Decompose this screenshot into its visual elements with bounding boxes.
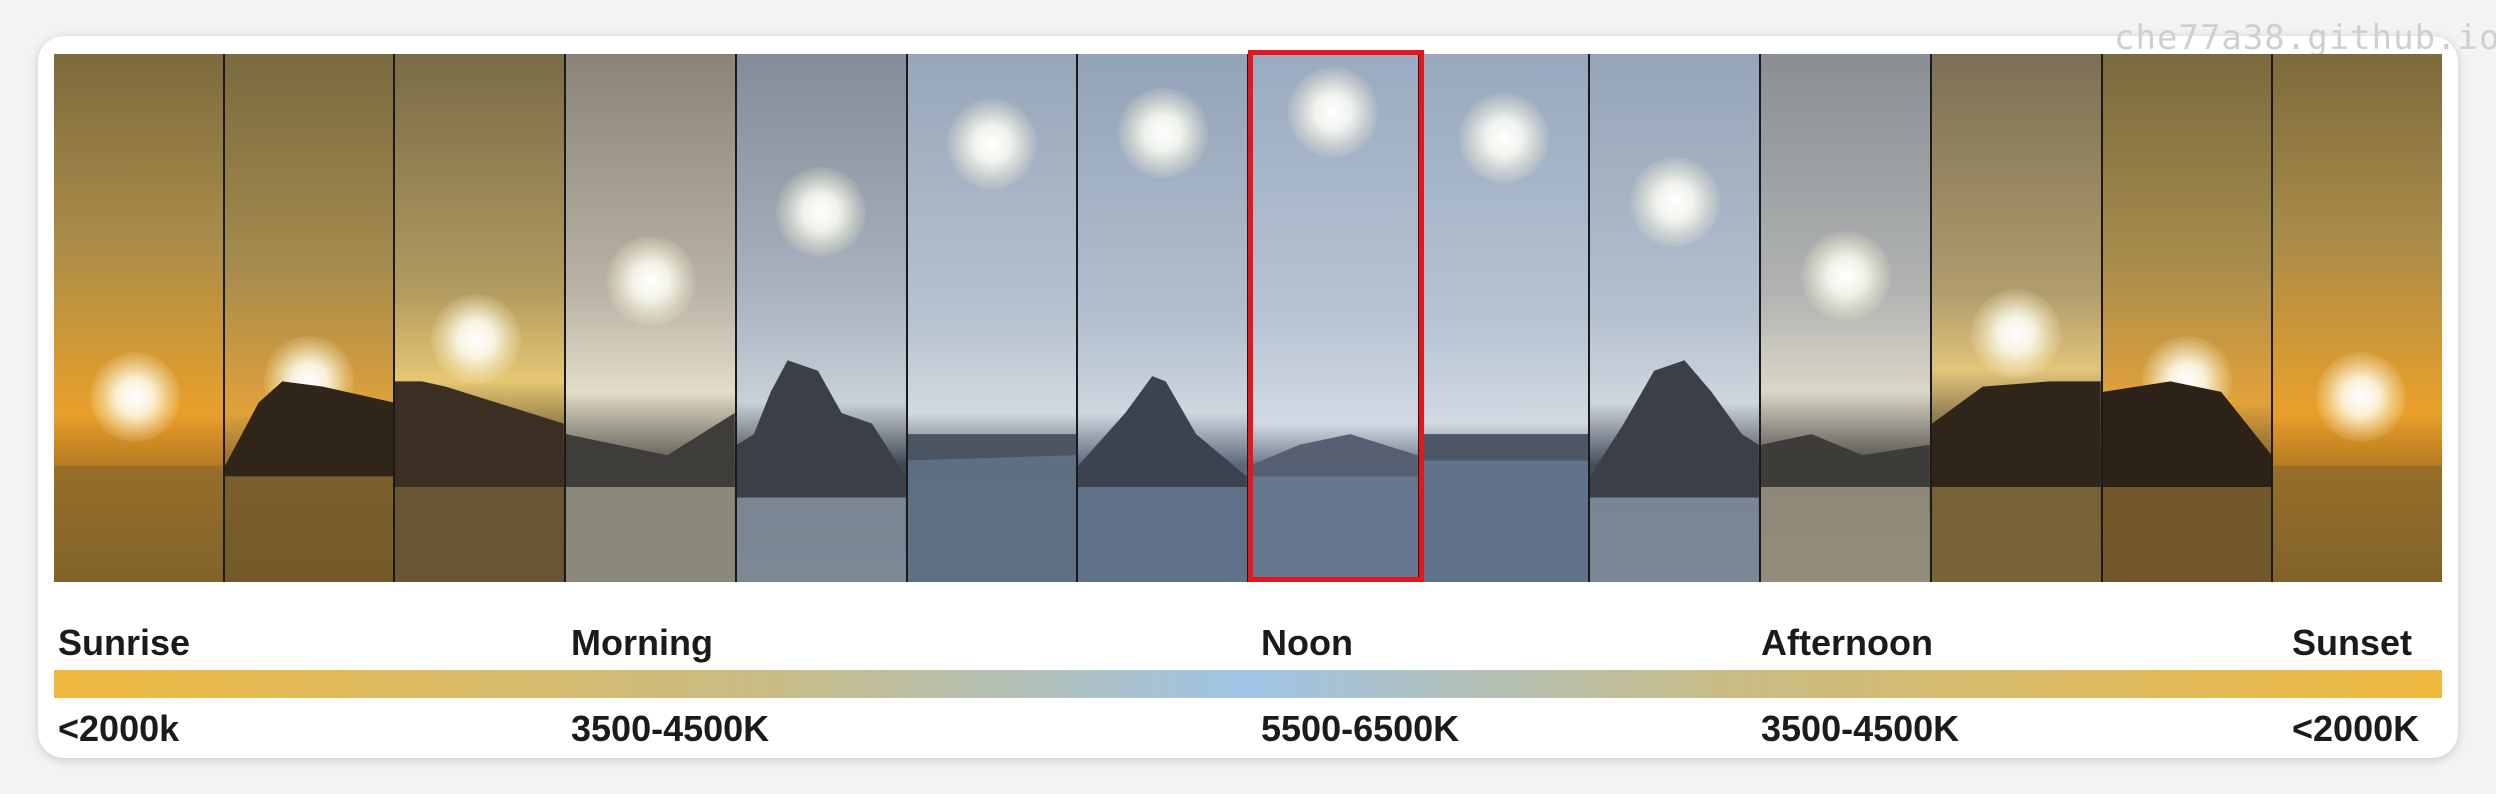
sky-panel-strip [54, 54, 2442, 582]
time-label-afternoon: Afternoon [1761, 622, 1933, 663]
sky-panel [1931, 54, 2103, 582]
temp-label-afternoon: 3500-4500K [1761, 708, 1960, 749]
temp-label-sunrise: <2000k [58, 708, 180, 749]
sky-panel [1590, 54, 1762, 582]
temp-label-morning: 3500-4500K [571, 708, 770, 749]
time-label-sunset: Sunset [2292, 622, 2413, 663]
sky-panel [736, 54, 908, 582]
time-label-morning: Morning [571, 622, 713, 663]
sky-panel [2102, 54, 2274, 582]
sky-panel [224, 54, 396, 582]
sky-panel [2273, 54, 2442, 582]
time-label-sunrise: Sunrise [58, 622, 191, 663]
color-temperature-gradient-bar [54, 670, 2442, 698]
noon-highlight-box [1248, 50, 1424, 582]
temp-label-noon: 5500-6500K [1261, 708, 1460, 749]
sky-panel [907, 54, 1079, 582]
time-label-noon: Noon [1261, 622, 1353, 663]
sky-panel [566, 54, 737, 582]
sky-panel [1761, 54, 1932, 582]
sky-panel [1419, 54, 1591, 582]
sky-panel [54, 54, 225, 582]
sky-panel [395, 54, 567, 582]
sky-panel [1078, 54, 1250, 582]
temp-label-sunset: <2000K [2292, 708, 2420, 749]
sky-panel [1249, 54, 1420, 582]
watermark-text: che77a38.github.io [2114, 18, 2496, 58]
